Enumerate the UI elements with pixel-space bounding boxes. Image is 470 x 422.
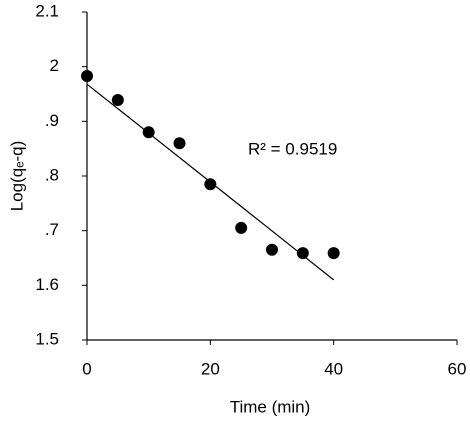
data-point — [204, 178, 217, 191]
data-point — [111, 94, 124, 107]
data-point — [81, 69, 93, 82]
x-tick-label: 60 — [448, 359, 467, 378]
x-axis-title: Time (min) — [230, 397, 311, 416]
data-point — [327, 247, 340, 260]
data-point — [235, 221, 248, 234]
x-tick-label: 20 — [201, 359, 220, 378]
y-tick-label: 1.5 — [35, 329, 59, 348]
data-point — [173, 137, 186, 150]
y-tick-label: .9 — [45, 111, 59, 130]
annotation: R² = 0.9519 — [248, 139, 337, 158]
y-tick-label: 1.6 — [35, 275, 59, 294]
data-point — [142, 126, 155, 139]
y-tick-label: .8 — [45, 165, 59, 184]
y-tick-label: .7 — [45, 220, 59, 239]
data-point — [266, 243, 278, 256]
data-point — [296, 247, 309, 260]
y-axis-title: Log(qₑ-q) — [7, 141, 26, 212]
y-tick-label: 2 — [50, 56, 59, 75]
x-tick-label: 0 — [82, 359, 91, 378]
y-tick-label: 2.1 — [35, 1, 59, 20]
x-tick-label: 40 — [324, 359, 343, 378]
